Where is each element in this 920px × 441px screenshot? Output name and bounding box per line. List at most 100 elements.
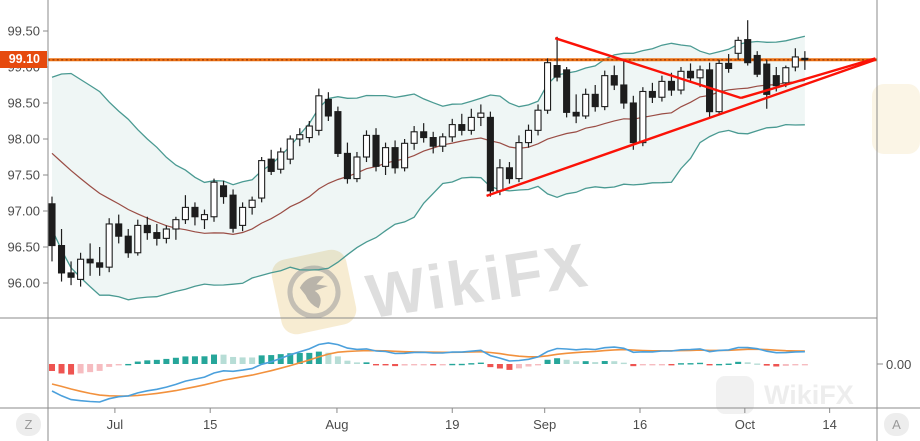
candle-body bbox=[439, 136, 447, 147]
macd-histogram-bar bbox=[744, 362, 751, 364]
macd-histogram-bar bbox=[496, 364, 503, 369]
macd-histogram-bar bbox=[582, 361, 589, 364]
macd-histogram-bar bbox=[668, 364, 675, 366]
macd-histogram-bar bbox=[649, 364, 656, 366]
price-axis-label: 96.00 bbox=[7, 276, 40, 291]
macd-histogram-bar bbox=[430, 364, 437, 366]
watermark-tile bbox=[872, 84, 920, 154]
candle-body bbox=[696, 69, 704, 79]
watermark: WikiFX bbox=[268, 231, 594, 338]
macd-histogram-bar bbox=[58, 364, 65, 374]
macd-histogram-bar bbox=[230, 356, 237, 364]
candle-body bbox=[401, 142, 409, 169]
main-panel[interactable] bbox=[51, 35, 806, 301]
macd-histogram-bar bbox=[315, 351, 322, 364]
price-axis-label: 99.50 bbox=[7, 24, 40, 39]
candle-body bbox=[105, 223, 113, 268]
candle-body bbox=[343, 152, 351, 180]
watermark-secondary-label: WikiFX bbox=[764, 379, 854, 410]
price-axis-label: 98.00 bbox=[7, 132, 40, 147]
macd-histogram-bar bbox=[468, 363, 475, 365]
candle-body bbox=[715, 62, 723, 113]
candle-body bbox=[563, 69, 571, 113]
macd-histogram-bar bbox=[392, 364, 399, 367]
candle-body bbox=[458, 124, 466, 131]
candle-body bbox=[143, 224, 151, 234]
candle-body bbox=[448, 124, 456, 138]
candle-body bbox=[725, 62, 733, 69]
macd-histogram-bar bbox=[115, 364, 122, 366]
time-axis-label: Oct bbox=[735, 417, 756, 432]
time-axis-label: 16 bbox=[633, 417, 647, 432]
candle-body bbox=[801, 57, 809, 61]
candle-body bbox=[610, 75, 618, 86]
candle-body bbox=[429, 137, 437, 147]
auto-scale-badge[interactable]: A bbox=[884, 413, 909, 436]
candle-body bbox=[200, 214, 209, 221]
candle-body bbox=[534, 109, 542, 131]
macd-histogram-bar bbox=[420, 364, 427, 366]
macd-signal-line bbox=[51, 348, 805, 397]
macd-histogram-bar bbox=[211, 354, 218, 364]
macd-histogram-bar bbox=[153, 359, 160, 364]
macd-histogram-bar bbox=[801, 364, 808, 366]
ascending-support bbox=[486, 58, 876, 198]
macd-histogram-bar bbox=[353, 362, 360, 364]
candle-body bbox=[381, 147, 390, 167]
candle-body bbox=[763, 63, 771, 95]
price-axis-label: 97.50 bbox=[7, 168, 40, 183]
macd-histogram-bar bbox=[87, 364, 94, 373]
candle-body bbox=[239, 206, 247, 226]
macd-histogram-bar bbox=[258, 355, 265, 364]
macd-histogram-bar bbox=[697, 362, 704, 365]
macd-histogram-bar bbox=[182, 356, 189, 364]
bollinger-fill bbox=[52, 36, 805, 300]
candle-body bbox=[791, 56, 799, 68]
candle-body bbox=[553, 65, 561, 78]
macd-histogram-bar bbox=[439, 364, 446, 366]
macd-histogram-bar bbox=[620, 362, 627, 365]
macd-histogram-bar bbox=[296, 352, 303, 364]
candle-body bbox=[582, 93, 590, 117]
candle-body bbox=[229, 194, 237, 229]
macd-histogram-bar bbox=[249, 357, 256, 364]
time-axis-label: 19 bbox=[445, 417, 459, 432]
candle-body bbox=[191, 206, 199, 218]
candle-body bbox=[629, 102, 637, 144]
macd-histogram-bar bbox=[325, 352, 332, 364]
candle-body bbox=[67, 272, 75, 278]
candle-body bbox=[124, 235, 132, 254]
macd-histogram-bar bbox=[592, 362, 599, 364]
candle-body bbox=[734, 39, 742, 54]
candle-body bbox=[477, 112, 485, 118]
macd-histogram-bar bbox=[382, 364, 389, 366]
candle-body bbox=[57, 245, 66, 274]
macd-histogram-bar bbox=[735, 361, 742, 364]
candle-body bbox=[782, 67, 790, 84]
macd-histogram-bar bbox=[706, 364, 713, 366]
timezone-badge[interactable]: Z bbox=[16, 413, 41, 436]
macd-panel[interactable] bbox=[49, 342, 808, 403]
macd-histogram-bar bbox=[716, 363, 723, 366]
candle-body bbox=[324, 98, 332, 117]
candle-body bbox=[677, 70, 685, 91]
current-price-badge: 99.10 bbox=[0, 51, 47, 69]
time-axis-label: 15 bbox=[203, 417, 217, 432]
candle-body bbox=[639, 90, 647, 144]
candle-body bbox=[706, 69, 714, 113]
candle-body bbox=[48, 203, 56, 247]
trendlines[interactable] bbox=[486, 37, 876, 198]
candle-body bbox=[219, 185, 228, 198]
time-axis-label: Jul bbox=[107, 417, 124, 432]
macd-histogram-bar bbox=[601, 361, 608, 364]
candle-body bbox=[362, 134, 371, 158]
bollinger-upper-band bbox=[51, 35, 806, 186]
macd-histogram-bar bbox=[220, 354, 227, 364]
candle-body bbox=[115, 223, 123, 237]
candle-body bbox=[420, 131, 428, 139]
macd-histogram-bar bbox=[68, 364, 75, 375]
candle-body bbox=[286, 138, 294, 160]
candle-body bbox=[96, 262, 104, 268]
